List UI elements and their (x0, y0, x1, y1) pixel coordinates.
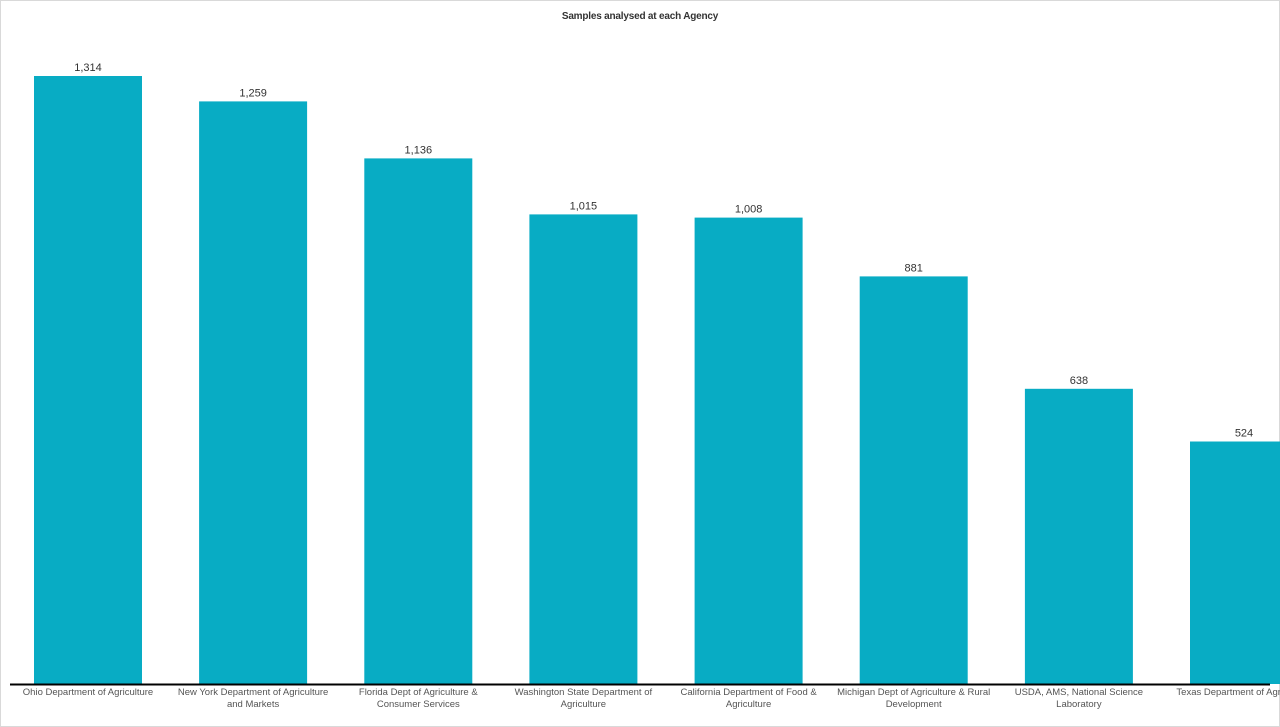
category-label: Michigan Dept of Agriculture & Rural Dev… (837, 687, 991, 710)
bar (1190, 441, 1280, 684)
bar-value-label: 1,136 (405, 144, 433, 156)
bar-value-label: 1,314 (74, 62, 102, 74)
category-label: USDA, AMS, National Science Laboratory (1014, 687, 1144, 710)
category-label: New York Department of Agriculture and M… (177, 687, 329, 710)
bar (859, 276, 968, 684)
bar (34, 76, 142, 684)
bar-value-label: 881 (905, 262, 923, 274)
bar-value-label: 524 (1235, 428, 1253, 440)
category-label: California Department of Food & Agricult… (680, 687, 817, 710)
bar-value-label: 638 (1070, 375, 1088, 387)
bar (199, 101, 308, 684)
category-label: Texas Department of Agriculture (1176, 687, 1280, 698)
bar (694, 217, 803, 684)
bar-value-label: 1,008 (735, 204, 763, 216)
category-label: Washington State Department of Agricultu… (514, 687, 653, 710)
chart-title: Samples analysed at each Agency (561, 11, 719, 22)
category-label: Florida Dept of Agriculture & Consumer S… (358, 687, 478, 710)
category-label: Ohio Department of Agriculture (22, 687, 154, 698)
bar-value-label: 1,015 (570, 200, 598, 212)
bar (364, 158, 473, 684)
bar (529, 214, 638, 684)
bar-value-label: 1,259 (239, 87, 267, 99)
bar (1024, 388, 1133, 684)
